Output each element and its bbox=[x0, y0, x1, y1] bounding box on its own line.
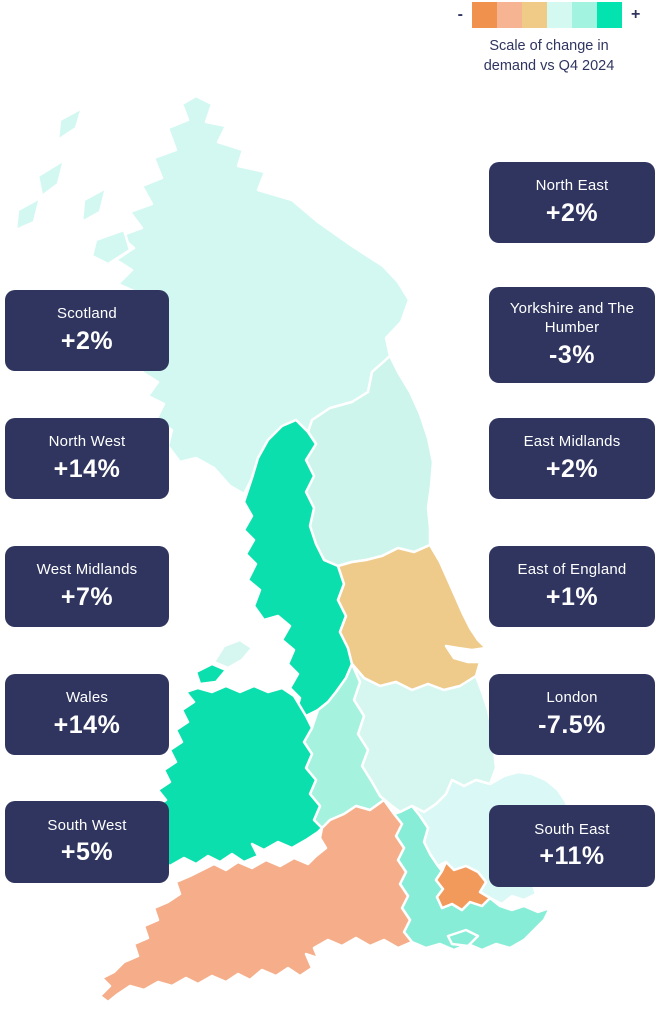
legend-swatch-2 bbox=[496, 2, 522, 28]
region-wales-shape bbox=[148, 684, 324, 868]
legend: - + Scale of change in demand vs Q4 2024 bbox=[441, 2, 657, 77]
region-value: +1% bbox=[545, 582, 599, 611]
region-name: East Midlands bbox=[523, 433, 621, 451]
region-name: Wales bbox=[65, 689, 109, 707]
region-name: London bbox=[546, 689, 598, 707]
region-london-shape bbox=[434, 860, 492, 912]
region-value: +11% bbox=[539, 842, 605, 871]
region-name: Yorkshire and The Humber bbox=[509, 300, 635, 336]
region-card-london: London -7.5% bbox=[489, 674, 655, 755]
region-card-north-east: North East +2% bbox=[489, 162, 655, 243]
region-value: +14% bbox=[53, 710, 121, 739]
legend-title-line1: Scale of change in bbox=[489, 38, 609, 54]
legend-swatch-1 bbox=[471, 2, 497, 28]
region-card-north-west: North West +14% bbox=[5, 418, 169, 499]
region-value: -7.5% bbox=[538, 710, 606, 739]
region-value: -3% bbox=[549, 340, 595, 369]
island-isle-of-man-shape bbox=[212, 638, 254, 670]
island-shape bbox=[90, 228, 132, 266]
legend-title: Scale of change in demand vs Q4 2024 bbox=[484, 36, 615, 77]
region-card-south-west: South West +5% bbox=[5, 801, 169, 883]
region-name: West Midlands bbox=[36, 561, 138, 579]
region-card-south-east: South East +11% bbox=[489, 805, 655, 887]
island-shape bbox=[80, 186, 108, 224]
region-name: Scotland bbox=[57, 305, 117, 323]
region-name: North East bbox=[535, 177, 609, 195]
island-isle-of-wight-shape bbox=[446, 928, 480, 948]
region-value: +7% bbox=[60, 582, 114, 611]
region-value: +2% bbox=[60, 326, 114, 355]
region-name: South East bbox=[534, 820, 610, 838]
legend-swatch-strip bbox=[471, 2, 622, 28]
region-value: +2% bbox=[545, 198, 599, 227]
region-card-wales: Wales +14% bbox=[5, 674, 169, 755]
region-card-east-of-england: East of England +1% bbox=[489, 546, 655, 627]
region-card-east-midlands: East Midlands +2% bbox=[489, 418, 655, 499]
region-value: +14% bbox=[53, 454, 121, 483]
island-shape bbox=[36, 158, 66, 198]
legend-swatch-5 bbox=[571, 2, 597, 28]
legend-swatch-6 bbox=[596, 2, 622, 28]
region-value: +2% bbox=[545, 454, 599, 483]
region-name: South West bbox=[47, 816, 127, 834]
legend-swatch-4 bbox=[546, 2, 572, 28]
region-name: East of England bbox=[517, 561, 627, 579]
legend-minus-label: - bbox=[457, 6, 463, 23]
region-card-scotland: Scotland +2% bbox=[5, 290, 169, 371]
region-name: North West bbox=[48, 433, 126, 451]
region-card-yorkshire-and-the-humber: Yorkshire and The Humber -3% bbox=[489, 287, 655, 383]
legend-title-line2: demand vs Q4 2024 bbox=[483, 58, 615, 75]
island-shape bbox=[56, 106, 84, 142]
island-shape bbox=[14, 196, 42, 232]
region-yorkshire-shape bbox=[336, 543, 488, 692]
legend-swatch-3 bbox=[521, 2, 547, 28]
region-card-west-midlands: West Midlands +7% bbox=[5, 546, 169, 627]
island-anglesey-shape bbox=[194, 662, 228, 686]
region-value: +5% bbox=[60, 838, 114, 867]
legend-plus-label: + bbox=[630, 6, 641, 23]
legend-color-scale: - + bbox=[457, 2, 641, 28]
region-south-west-shape bbox=[98, 798, 414, 1004]
region-scotland-shape bbox=[114, 94, 411, 496]
